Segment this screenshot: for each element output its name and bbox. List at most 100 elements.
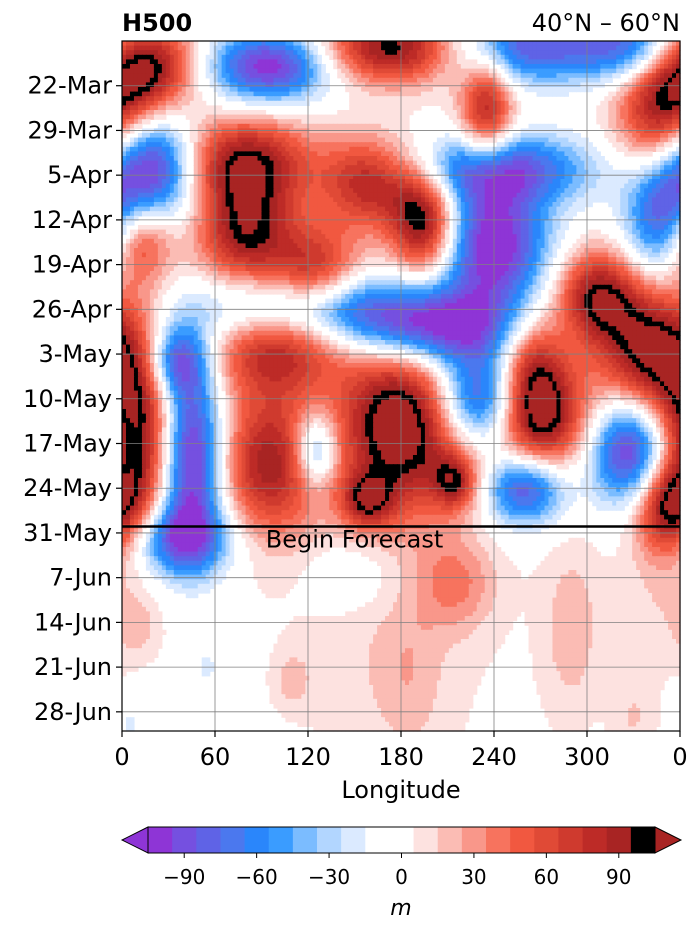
anomaly-cell: [652, 197, 657, 203]
anomaly-cell: [381, 142, 386, 148]
anomaly-cell: [532, 87, 538, 93]
anomaly-cell: [361, 211, 366, 217]
anomaly-cell: [277, 215, 283, 221]
anomaly-cell: [161, 54, 167, 60]
anomaly-cell: [213, 165, 219, 171]
anomaly-cell: [444, 225, 450, 231]
anomaly-cell: [257, 188, 263, 194]
anomaly-cell: [676, 82, 681, 88]
anomaly-cell: [612, 64, 617, 70]
anomaly-cell: [153, 169, 159, 175]
anomaly-cell: [440, 169, 446, 175]
anomaly-cell: [412, 206, 418, 212]
anomaly-cell: [157, 105, 163, 111]
anomaly-cell: [644, 68, 649, 74]
anomaly-cell: [189, 202, 195, 208]
anomaly-cell: [616, 123, 621, 129]
anomaly-cell: [133, 64, 139, 70]
anomaly-cell: [496, 165, 502, 171]
anomaly-cell: [353, 119, 358, 125]
anomaly-cell: [488, 110, 494, 116]
anomaly-cell: [460, 82, 466, 88]
anomaly-cell: [357, 160, 362, 166]
anomaly-cell: [564, 174, 569, 180]
anomaly-cell: [389, 64, 394, 70]
anomaly-cell: [353, 45, 358, 51]
anomaly-cell: [341, 225, 346, 231]
anomaly-cell: [209, 114, 215, 120]
anomaly-cell: [488, 206, 494, 212]
anomaly-cell: [480, 64, 486, 70]
anomaly-cell: [552, 211, 558, 217]
anomaly-cell: [161, 225, 167, 231]
anomaly-cell: [345, 59, 350, 65]
anomaly-cell: [145, 146, 151, 152]
anomaly-cell: [548, 50, 554, 56]
anomaly-cell: [648, 197, 653, 203]
anomaly-cell: [133, 50, 139, 56]
anomaly-cell: [129, 151, 135, 157]
anomaly-cell: [496, 142, 502, 148]
anomaly-cell: [492, 77, 498, 83]
anomaly-cell: [404, 211, 410, 217]
anomaly-cell: [273, 119, 279, 125]
anomaly-cell: [612, 183, 617, 189]
anomaly-cell: [301, 68, 306, 74]
anomaly-cell: [277, 197, 283, 203]
anomaly-cell: [281, 128, 287, 134]
anomaly-cell: [245, 128, 251, 134]
anomaly-cell: [329, 179, 334, 185]
anomaly-cell: [504, 192, 510, 198]
anomaly-cell: [536, 73, 542, 79]
anomaly-cell: [253, 146, 259, 152]
anomaly-cell: [281, 146, 287, 152]
anomaly-cell: [277, 64, 283, 70]
anomaly-cell: [133, 82, 139, 88]
anomaly-cell: [325, 202, 330, 208]
anomaly-cell: [640, 105, 645, 111]
anomaly-cell: [412, 160, 418, 166]
anomaly-cell: [412, 146, 418, 152]
anomaly-cell: [668, 156, 673, 162]
anomaly-cell: [229, 169, 235, 175]
anomaly-cell: [217, 192, 223, 198]
anomaly-cell: [233, 50, 239, 56]
anomaly-cell: [209, 105, 215, 111]
anomaly-cell: [289, 50, 294, 56]
anomaly-cell: [452, 105, 458, 111]
anomaly-cell: [145, 96, 151, 102]
anomaly-cell: [361, 73, 366, 79]
anomaly-cell: [129, 215, 135, 221]
anomaly-cell: [217, 156, 223, 162]
anomaly-cell: [500, 45, 506, 51]
anomaly-cell: [193, 133, 199, 139]
anomaly-cell: [213, 87, 219, 93]
anomaly-cell: [401, 220, 406, 226]
anomaly-cell: [357, 87, 362, 93]
anomaly-cell: [660, 220, 665, 226]
anomaly-cell: [145, 100, 151, 106]
anomaly-cell: [620, 220, 625, 226]
anomaly-cell: [500, 160, 506, 166]
anomaly-cell: [145, 183, 151, 189]
anomaly-cell: [381, 169, 386, 175]
anomaly-cell: [181, 225, 187, 231]
anomaly-cell: [552, 137, 558, 143]
anomaly-cell: [269, 160, 275, 166]
anomaly-cell: [464, 206, 470, 212]
anomaly-cell: [281, 179, 287, 185]
anomaly-cell: [648, 105, 653, 111]
anomaly-cell: [664, 179, 669, 185]
anomaly-cell: [652, 77, 657, 83]
anomaly-cell: [428, 179, 434, 185]
anomaly-cell: [333, 165, 338, 171]
anomaly-cell: [580, 137, 585, 143]
anomaly-cell: [385, 215, 390, 221]
anomaly-cell: [644, 169, 649, 175]
anomaly-cell: [416, 165, 422, 171]
anomaly-cell: [189, 183, 195, 189]
anomaly-cell: [512, 151, 518, 157]
anomaly-cell: [508, 114, 514, 120]
anomaly-cell: [628, 110, 633, 116]
anomaly-cell: [181, 156, 187, 162]
